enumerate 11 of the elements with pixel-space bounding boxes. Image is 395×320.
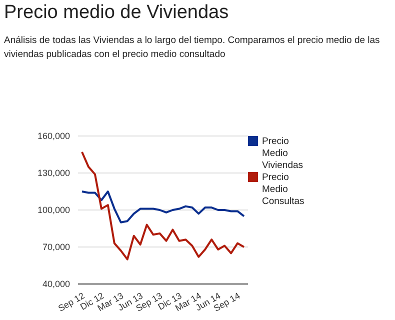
y-tick-label: 130,000 — [37, 168, 70, 178]
line-series — [81, 151, 245, 260]
legend-label: Precio Medio Viviendas — [262, 136, 304, 172]
legend-label: Precio Medio Consultas — [262, 172, 306, 208]
y-tick-label: 70,000 — [42, 242, 70, 252]
line-series — [81, 190, 245, 224]
chart-subtitle: Análisis de todas las Viviendas a lo largo del tiempo. Comparamos el precio medio de las viviendas publicadas con el precio medio consultado — [4, 34, 381, 62]
y-tick-label: 40,000 — [42, 279, 70, 290]
y-tick-label: 160,000 — [37, 131, 70, 142]
chart-title: Precio medio de Viviendas — [4, 2, 229, 24]
y-tick-label: 100,000 — [37, 205, 70, 216]
